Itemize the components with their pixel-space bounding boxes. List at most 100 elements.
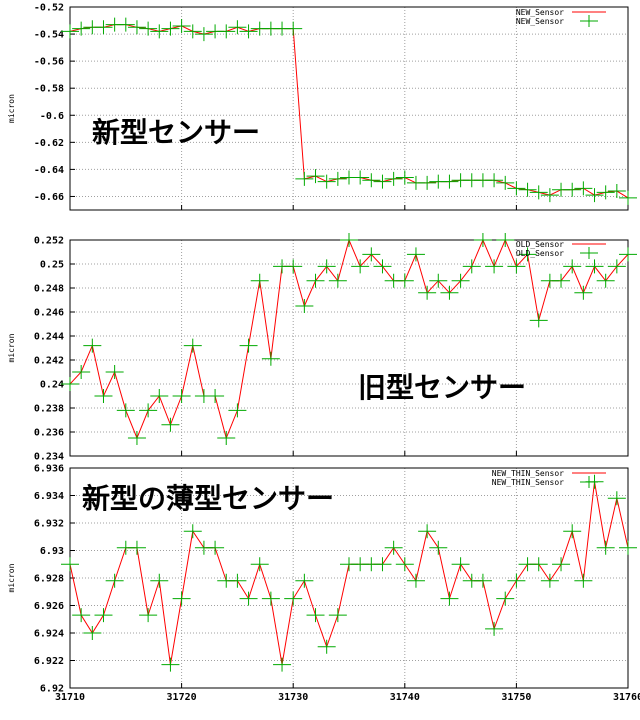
data-point-marker	[496, 233, 515, 247]
x-tick-label: 31730	[278, 692, 308, 703]
data-point-marker	[596, 185, 615, 200]
plot-frame	[69, 6, 629, 211]
data-point-marker	[217, 24, 236, 39]
data-point-marker	[540, 188, 559, 203]
y-tick-label: 0.238	[34, 404, 64, 415]
overlay-annotation: 新型センサー	[92, 116, 260, 149]
data-point-marker	[596, 273, 615, 288]
data-point-marker	[150, 573, 169, 588]
data-point-marker	[228, 403, 247, 418]
chart-panel-2: 0.252 0.25 0.248 0.246 0.244 0.242 0.24 0.238 0.…	[7, 233, 637, 463]
data-point-marker	[619, 247, 637, 262]
data-point-marker	[529, 185, 548, 200]
data-point-marker	[418, 285, 437, 300]
data-point-marker	[485, 173, 504, 188]
data-point-marker	[94, 20, 113, 35]
x-tick-label: 31710	[55, 692, 85, 703]
overlay-annotation: 旧型センサー	[358, 371, 526, 404]
plot-frame	[69, 467, 629, 689]
data-point-marker	[529, 557, 548, 572]
data-point-marker	[183, 338, 202, 353]
data-point-marker	[563, 182, 582, 197]
y-tick-label: -0.52	[34, 3, 64, 14]
data-point-marker	[373, 259, 392, 274]
data-point-marker	[507, 181, 526, 196]
data-point-marker	[295, 171, 314, 186]
data-point-marker	[328, 171, 347, 186]
data-point-marker	[139, 21, 158, 36]
y-tick-label: 0.242	[34, 356, 64, 367]
legend-label-marker: NEW_Sensor	[516, 17, 564, 26]
data-point-marker	[94, 608, 113, 623]
data-point-marker	[317, 639, 336, 654]
data-point-marker	[284, 591, 303, 606]
data-point-marker	[295, 573, 314, 588]
chart-panel-3: 6.936 6.934 6.932 6.93 6.928 6.926 6.924 6.922 6…	[7, 464, 640, 704]
y-tick-label: 6.926	[34, 601, 64, 612]
data-point-marker	[150, 389, 169, 403]
data-point-marker	[485, 621, 504, 636]
data-point-marker	[451, 557, 470, 572]
y-tick-label: 6.93	[40, 546, 64, 557]
data-point-marker	[418, 175, 437, 190]
legend-label-line: OLD_Sensor	[516, 240, 564, 249]
legend-marker-sample	[580, 247, 598, 259]
data-point-marker	[94, 389, 113, 403]
y-tick-label: -0.66	[34, 192, 64, 203]
data-point-marker	[418, 524, 437, 539]
legend-marker-sample	[580, 476, 598, 488]
x-tick-label: 31740	[390, 692, 420, 703]
data-point-marker	[429, 540, 448, 555]
y-tick-label: 6.934	[34, 491, 64, 502]
data-point-marker	[183, 524, 202, 539]
y-tick-label: 6.922	[34, 656, 64, 667]
data-point-marker	[395, 557, 414, 572]
data-point-marker	[395, 170, 414, 185]
data-point-marker	[228, 20, 247, 35]
x-tick-label: 31720	[167, 692, 197, 703]
data-point-marker	[351, 259, 370, 274]
data-point-marker	[596, 540, 615, 555]
x-tick-label: 31760	[613, 692, 640, 703]
y-tick-label: 0.234	[34, 452, 64, 463]
chart-panel-1: -0.52 -0.54 -0.56 -0.58 -0.6 -0.62 -0.64 -0.66 m…	[7, 3, 637, 211]
data-point-marker	[552, 273, 571, 288]
data-point-marker	[239, 24, 258, 39]
legend-marker-sample	[580, 15, 598, 27]
data-point-marker	[607, 259, 626, 274]
data-point-marker	[127, 20, 146, 35]
y-tick-label: 6.928	[34, 574, 64, 585]
data-point-marker	[328, 273, 347, 288]
data-point-marker	[574, 181, 593, 196]
data-point-marker	[172, 389, 191, 403]
y-axis-label: micron	[7, 563, 16, 592]
data-point-marker	[440, 285, 459, 300]
data-point-marker	[306, 169, 325, 184]
y-axis-label: micron	[7, 94, 16, 123]
data-point-marker	[61, 557, 79, 572]
data-point-marker	[340, 233, 358, 247]
data-point-marker	[284, 259, 303, 274]
data-point-marker	[462, 259, 481, 274]
x-tick-label: 31750	[501, 692, 531, 703]
data-point-marker	[116, 17, 135, 32]
data-point-marker	[127, 540, 146, 555]
data-point-marker	[228, 573, 247, 588]
data-point-marker	[607, 184, 626, 199]
data-point-marker	[518, 182, 537, 197]
data-point-marker	[105, 573, 124, 588]
y-tick-label: -0.64	[34, 165, 64, 176]
data-point-marker	[429, 273, 448, 288]
data-point-marker	[440, 591, 459, 606]
y-tick-label: 6.936	[34, 464, 64, 475]
data-point-marker	[105, 365, 124, 379]
data-point-marker	[139, 608, 158, 623]
data-point-marker	[373, 557, 392, 572]
data-point-marker	[563, 259, 582, 274]
data-point-marker	[273, 657, 292, 672]
data-point-marker	[473, 573, 492, 588]
data-point-marker	[261, 591, 280, 606]
data-point-marker	[563, 524, 582, 539]
y-tick-label: -0.6	[40, 111, 64, 122]
